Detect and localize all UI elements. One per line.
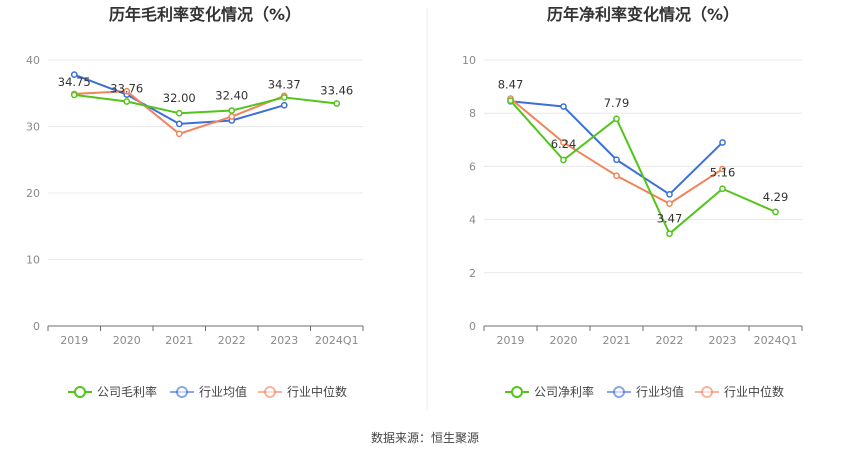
chart2-data-label-3: 3.47 (657, 212, 683, 226)
chart2-legend-swatch-marker-2 (701, 386, 713, 398)
chart2-x-tick-label-5: 2024Q1 (754, 334, 798, 347)
chart2-legend-swatch-marker-0 (511, 386, 523, 398)
chart1-title: 历年毛利率变化情况（%） (109, 5, 301, 24)
chart1-series-2-point-1 (123, 87, 131, 95)
chart1-legend-swatch-marker-1 (176, 386, 188, 398)
chart1-data-label-0: 34.75 (58, 75, 91, 89)
chart2-series-1-point-2 (613, 156, 620, 164)
chart2-legend-swatch-marker-1 (613, 386, 625, 398)
chart1-series-1-point-2 (175, 120, 183, 128)
chart1-y-tick-label-3: 30 (26, 121, 40, 134)
chart2-series-0-point-0 (507, 97, 514, 105)
chart2-series-2-point-1 (560, 139, 567, 146)
chart2-data-label-1: 6.24 (551, 137, 577, 151)
chart1-data-label-5: 33.46 (320, 83, 353, 97)
chart2-series-2-point-2 (613, 172, 620, 180)
chart1-legend-label-2: 行业中位数 (287, 384, 347, 399)
chart2-legend-label-2: 行业中位数 (724, 384, 784, 399)
chart2-series-0-point-1 (560, 156, 567, 164)
chart1-series-line-0 (74, 93, 337, 115)
chart2-y-tick-label-4: 8 (469, 107, 476, 120)
chart2-data-label-5: 4.29 (763, 190, 789, 204)
chart1-data-label-2: 32.00 (163, 91, 196, 105)
chart2-data-label-0: 8.47 (498, 78, 524, 92)
chart2-x-tick-label-0: 2019 (497, 334, 525, 347)
chart1-series-0-point-0 (70, 91, 78, 99)
chart1-legend-label-1: 行业均值 (199, 384, 247, 399)
chart1-x-tick-label-3: 2022 (218, 334, 246, 347)
chart2-series-2-point-3 (666, 200, 673, 207)
chart1-x-tick-label-5: 2024Q1 (315, 334, 359, 347)
chart1-data-label-3: 32.40 (215, 89, 248, 103)
chart2-series-line-1 (510, 100, 724, 196)
chart2-y-tick-label-0: 0 (469, 320, 476, 333)
chart1-legend-swatch-marker-0 (74, 386, 86, 398)
chart1-series-2-point-3 (228, 113, 236, 120)
chart2-x-tick-label-4: 2023 (709, 334, 737, 347)
chart2-data-label-4: 5.16 (710, 166, 736, 180)
chart2-title: 历年净利率变化情况（%） (547, 5, 739, 24)
chart2-y-tick-label-5: 10 (462, 54, 476, 67)
chart1-data-label-4: 34.37 (268, 77, 301, 91)
chart1-data-label-1: 33.76 (110, 81, 143, 95)
chart1-y-tick-label-4: 40 (26, 54, 40, 67)
chart2-legend-label-1: 行业均值 (636, 384, 684, 399)
chart2-legend-label-0: 公司净利率 (534, 384, 594, 399)
source-label: 数据来源：恒生聚源 (371, 430, 479, 445)
chart1-series-0-point-1 (123, 98, 131, 105)
chart2-series-0-point-5 (772, 208, 779, 216)
chart2-series-1-point-1 (560, 103, 567, 110)
chart2-series-0-point-4 (719, 185, 726, 193)
chart1-series-0-point-3 (228, 107, 236, 114)
chart1-x-tick-label-4: 2023 (270, 334, 298, 347)
chart2-y-tick-label-1: 2 (469, 267, 476, 280)
chart1-x-tick-label-2: 2021 (165, 334, 193, 347)
chart2-x-tick-label-3: 2022 (656, 334, 684, 347)
chart1-x-tick-label-1: 2020 (113, 334, 141, 347)
chart1-series-0-point-2 (175, 109, 183, 117)
chart1-y-tick-label-1: 10 (26, 254, 40, 267)
chart2-series-0-point-3 (666, 230, 673, 238)
chart1-series-0-point-5 (333, 100, 341, 107)
chart2-x-tick-label-2: 2021 (603, 334, 631, 347)
chart1-series-1-point-0 (70, 71, 78, 78)
chart2-series-2-point-4 (719, 165, 726, 173)
chart2-y-tick-label-2: 4 (469, 214, 476, 227)
chart1-x-tick-label-0: 2019 (60, 334, 88, 347)
chart2-y-tick-label-3: 6 (469, 160, 476, 173)
chart1-series-1-point-4 (280, 101, 288, 109)
chart2-series-line-2 (509, 97, 724, 205)
chart1-y-tick-label-0: 0 (33, 320, 40, 333)
chart2-x-tick-label-1: 2020 (550, 334, 578, 347)
chart1-series-0-point-4 (280, 94, 288, 101)
chart1-series-2-point-2 (175, 130, 183, 138)
chart2-series-line-0 (509, 100, 776, 235)
chart1-y-tick-label-2: 20 (26, 187, 40, 200)
chart2-data-label-2: 7.79 (604, 96, 630, 110)
chart2-series-1-point-3 (666, 190, 673, 198)
chart2-series-1-point-4 (719, 139, 726, 146)
chart1-legend-label-0: 公司毛利率 (97, 384, 157, 399)
chart2-series-0-point-2 (613, 115, 620, 123)
chart1-legend-swatch-marker-2 (264, 386, 276, 398)
